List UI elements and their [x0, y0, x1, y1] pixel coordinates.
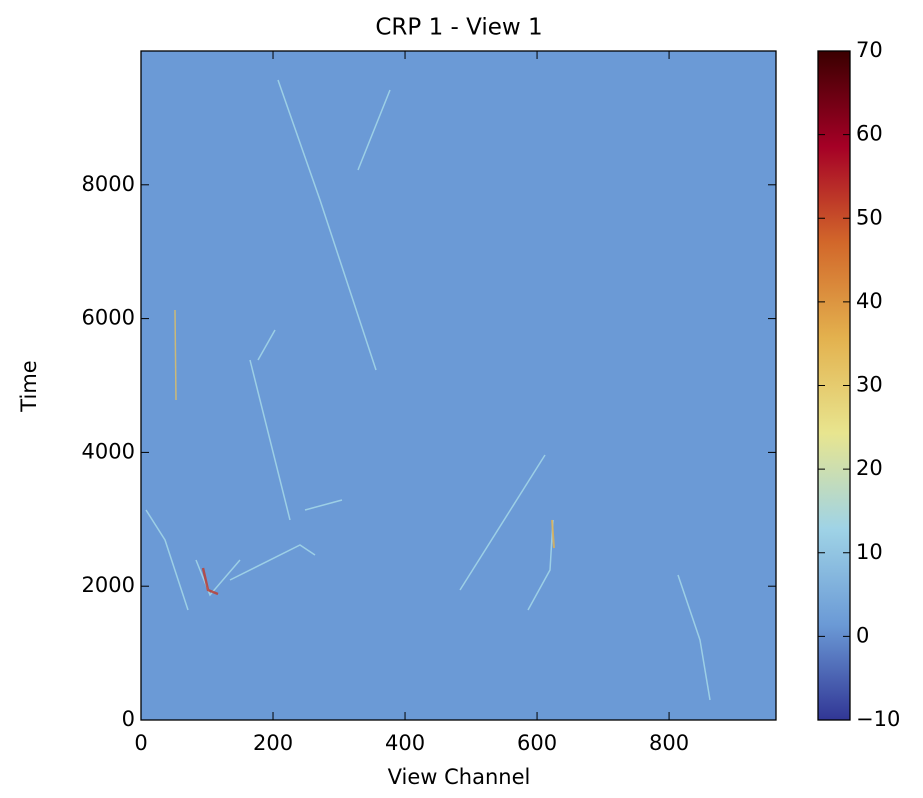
x-axis-label: View Channel — [388, 765, 531, 789]
y-tick-label: 6000 — [82, 306, 135, 330]
track — [527, 519, 554, 611]
track — [257, 329, 276, 361]
chart-title: CRP 1 - View 1 — [375, 15, 542, 41]
x-tick-label: 800 — [649, 731, 689, 755]
heatmap-image — [141, 51, 776, 720]
tracks — [145, 79, 711, 701]
plot-frame — [140, 50, 777, 721]
y-axis-label: Time — [17, 360, 41, 412]
colorbar-tick-label: 20 — [856, 456, 883, 480]
track — [229, 544, 316, 581]
x-tick-label: 200 — [253, 731, 293, 755]
colorbar-tick-label: 40 — [856, 289, 883, 313]
track — [201, 567, 219, 596]
track — [277, 79, 377, 371]
track — [357, 89, 391, 171]
track — [145, 509, 189, 611]
y-tick-label: 0 — [122, 707, 135, 731]
colorbar-tick-label: 30 — [856, 373, 883, 397]
colorbar-tick-label: 60 — [856, 122, 883, 146]
track — [304, 499, 343, 511]
colorbar-tick-label: 50 — [856, 205, 883, 229]
colorbar-tick-label: 10 — [856, 540, 883, 564]
colorbar-tick-label: −10 — [856, 707, 900, 731]
track — [459, 454, 546, 591]
y-tick-label: 2000 — [82, 573, 135, 597]
y-tick-label: 8000 — [82, 172, 135, 196]
track — [551, 519, 555, 549]
track — [677, 574, 711, 701]
y-tick-label: 4000 — [82, 439, 135, 463]
x-tick-label: 0 — [134, 731, 147, 755]
track — [174, 309, 177, 401]
colorbar-tick-label: 0 — [856, 623, 869, 647]
colorbar-tick-label: 70 — [856, 38, 883, 62]
x-tick-label: 400 — [385, 731, 425, 755]
track — [249, 359, 291, 521]
track — [195, 559, 241, 597]
x-tick-label: 600 — [517, 731, 557, 755]
